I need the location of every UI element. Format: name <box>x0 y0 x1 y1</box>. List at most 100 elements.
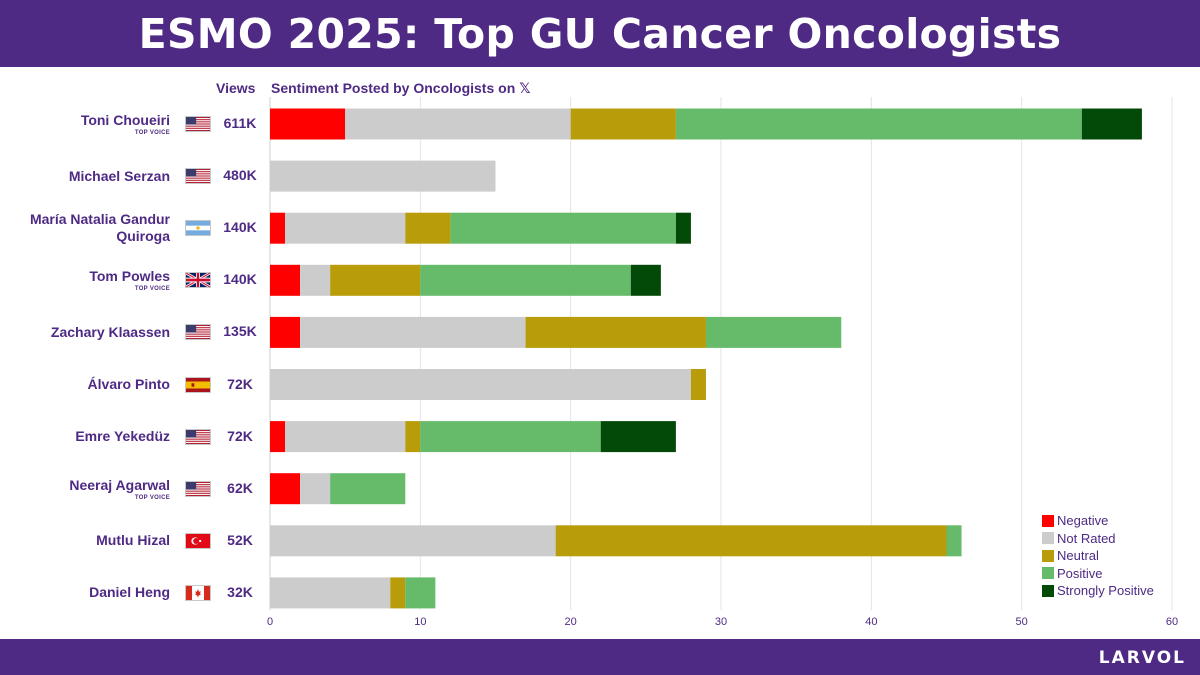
oncologist-name: Michael Serzan <box>68 167 170 184</box>
bar-segment-not-rated <box>300 473 331 505</box>
oncologist-label: Álvaro Pinto <box>0 361 170 409</box>
views-count: 32K <box>227 583 253 600</box>
flag-es-icon <box>185 376 211 393</box>
x-tick-label: 0 <box>267 616 273 628</box>
flag-uk-icon <box>185 272 211 289</box>
header-bar: ESMO 2025: Top GU Cancer Oncologists <box>0 0 1200 67</box>
oncologist-label: María Natalia Gandur Quiroga <box>0 204 170 252</box>
flag-us-icon <box>185 168 211 185</box>
footer-bar: LARVOL <box>0 639 1200 675</box>
bar-segment-positive <box>705 316 842 348</box>
bar-segment-neutral <box>525 316 706 348</box>
oncologist-label: Toni Choueiri TOP VOICE <box>0 100 170 148</box>
oncologist-name: Zachary Klaassen <box>50 323 170 340</box>
bar-segment-negative <box>270 108 346 140</box>
brand-logo: LARVOL <box>1098 648 1186 668</box>
legend-item: Neutral <box>1042 547 1154 565</box>
flag-ar-icon <box>185 220 211 237</box>
x-logo-icon: 𝕏 <box>519 80 531 96</box>
views-count: 140K <box>223 219 257 236</box>
views-count: 72K <box>227 375 253 392</box>
oncologist-name: Quiroga <box>116 228 170 245</box>
bar-segment-not-rated <box>300 264 331 296</box>
views-count: 52K <box>227 531 253 548</box>
legend-item: Positive <box>1042 565 1154 583</box>
oncologist-name: Álvaro Pinto <box>87 376 170 392</box>
flag-ca-icon <box>185 584 211 601</box>
legend-label: Not Rated <box>1057 530 1116 546</box>
x-tick-label: 50 <box>1016 616 1028 628</box>
views-count: 611K <box>223 115 257 131</box>
oncologist-name: Toni Choueiri <box>80 112 170 128</box>
flag-us-icon <box>185 116 211 132</box>
bar-segment-negative <box>270 316 301 348</box>
bar-segment-strongly-positive <box>1081 108 1142 140</box>
x-tick-label: 20 <box>565 616 577 628</box>
oncologist-label: Emre Yekedüz <box>0 413 170 461</box>
oncologist-name: María Natalia Gandur <box>29 211 170 228</box>
bar-segment-positive <box>330 473 406 505</box>
top-voice-badge: TOP VOICE <box>134 130 170 136</box>
bar-segment-strongly-positive <box>630 264 661 296</box>
chart-title: Sentiment Posted by Oncologists on 𝕏 <box>271 80 531 97</box>
bar-segment-neutral <box>330 264 421 296</box>
bar-segment-neutral <box>570 108 676 140</box>
bar-segment-not-rated <box>285 421 406 453</box>
bar-segment-neutral <box>405 421 421 453</box>
legend-item: Not Rated <box>1042 530 1154 548</box>
oncologist-name: Emre Yekedüz <box>75 428 170 445</box>
views-column-header: Views <box>216 80 256 96</box>
x-tick-label: 60 <box>1166 616 1178 628</box>
legend-swatch <box>1042 532 1054 545</box>
bar-segment-positive <box>675 108 1082 140</box>
oncologist-name: Neeraj Agarwal <box>69 476 170 493</box>
views-count: 135K <box>223 323 257 340</box>
x-tick-label: 40 <box>865 616 877 628</box>
legend-swatch <box>1042 514 1054 527</box>
top-voice-badge: TOP VOICE <box>134 286 170 293</box>
views-count: 140K <box>223 271 257 288</box>
bar-segment-not-rated <box>270 369 691 400</box>
bar-segment-positive <box>420 264 631 296</box>
bar-segment-not-rated <box>345 108 571 140</box>
bar-segment-neutral <box>690 369 706 400</box>
bar-segment-strongly-positive <box>600 421 676 453</box>
views-count: 72K <box>227 427 253 444</box>
page-title: ESMO 2025: Top GU Cancer Oncologists <box>138 9 1062 58</box>
legend-item: Negative <box>1042 512 1154 530</box>
oncologist-name: Daniel Heng <box>89 584 170 601</box>
oncologist-label: Neeraj Agarwal TOP VOICE <box>0 465 170 513</box>
oncologist-label: Mutlu Hizal <box>0 517 170 565</box>
bar-segment-not-rated <box>270 525 556 557</box>
bar-segment-negative <box>270 264 301 296</box>
bar-segment-positive <box>450 212 676 244</box>
oncologist-label: Tom Powles TOP VOICE <box>0 256 170 304</box>
legend-label: Strongly Positive <box>1057 583 1154 599</box>
top-voice-badge: TOP VOICE <box>134 494 170 501</box>
legend-label: Neutral <box>1057 548 1099 564</box>
bar-segment-strongly-positive <box>675 212 691 244</box>
flag-us-icon <box>185 480 211 497</box>
bar-segment-not-rated <box>300 316 526 348</box>
bar-segment-not-rated <box>270 577 391 609</box>
x-tick-label: 30 <box>715 616 727 628</box>
bar-segment-not-rated <box>285 212 406 244</box>
legend-swatch <box>1042 567 1054 580</box>
views-count: 480K <box>223 167 257 184</box>
chart-legend: Negative Not Rated Neutral Positive Strongly… <box>1042 512 1154 600</box>
bar-segment-negative <box>270 212 286 244</box>
oncologist-label: Zachary Klaassen <box>0 308 170 356</box>
oncologist-label: Michael Serzan <box>0 152 170 200</box>
legend-label: Positive <box>1057 565 1103 581</box>
flag-us-icon <box>185 324 211 341</box>
chart-title-text: Sentiment Posted by Oncologists on <box>271 80 516 96</box>
bar-segment-positive <box>946 525 962 557</box>
bar-segment-neutral <box>390 577 406 609</box>
bar-segment-negative <box>270 473 301 505</box>
legend-item: Strongly Positive <box>1042 582 1154 600</box>
oncologist-name: Mutlu Hizal <box>96 532 170 549</box>
flag-tr-icon <box>185 532 211 549</box>
flag-us-icon <box>185 428 211 445</box>
legend-swatch <box>1042 584 1054 597</box>
bar-segment-neutral <box>555 525 947 557</box>
